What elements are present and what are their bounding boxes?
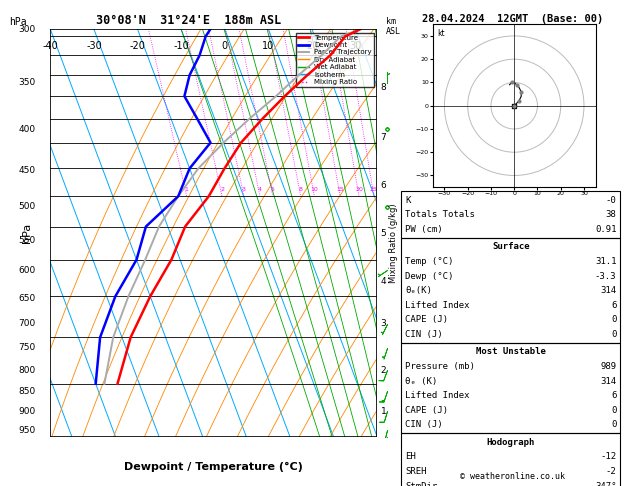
Text: 314: 314 xyxy=(600,286,616,295)
Text: 950: 950 xyxy=(18,426,36,434)
Text: 2: 2 xyxy=(220,187,224,192)
Text: km
ASL: km ASL xyxy=(386,17,401,36)
Text: -30: -30 xyxy=(86,41,102,52)
Text: 5: 5 xyxy=(271,187,275,192)
Text: 750: 750 xyxy=(18,344,36,352)
Text: Surface: Surface xyxy=(492,243,530,251)
Text: hPa: hPa xyxy=(23,223,33,243)
Text: 600: 600 xyxy=(18,266,36,275)
Text: 0: 0 xyxy=(221,41,228,52)
Text: 550: 550 xyxy=(18,236,36,244)
Text: 3: 3 xyxy=(242,187,246,192)
Text: CIN (J): CIN (J) xyxy=(405,330,443,339)
Text: K: K xyxy=(405,196,411,205)
Text: 0: 0 xyxy=(611,406,616,415)
Text: 450: 450 xyxy=(18,166,36,174)
Text: hPa: hPa xyxy=(9,17,27,27)
Text: Mixing Ratio (g/kg): Mixing Ratio (g/kg) xyxy=(389,203,398,283)
Text: 0: 0 xyxy=(611,315,616,324)
Text: Lifted Index: Lifted Index xyxy=(405,301,470,310)
Text: 5: 5 xyxy=(381,229,386,238)
Text: 800: 800 xyxy=(18,366,36,375)
Text: 500: 500 xyxy=(18,202,36,211)
Text: 15: 15 xyxy=(337,187,344,192)
Text: 400: 400 xyxy=(18,125,36,134)
Text: 10: 10 xyxy=(311,187,318,192)
Text: 10: 10 xyxy=(262,41,274,52)
Text: 0: 0 xyxy=(611,420,616,429)
Text: CAPE (J): CAPE (J) xyxy=(405,406,448,415)
Text: Dewpoint / Temperature (°C): Dewpoint / Temperature (°C) xyxy=(125,462,303,472)
Text: 900: 900 xyxy=(18,407,36,416)
Text: 4: 4 xyxy=(381,277,386,286)
Text: StmDir: StmDir xyxy=(405,482,437,486)
Text: -40: -40 xyxy=(42,41,58,52)
Text: 3: 3 xyxy=(381,319,386,329)
Text: -12: -12 xyxy=(600,452,616,461)
Text: Lifted Index: Lifted Index xyxy=(405,391,470,400)
Text: Hodograph: Hodograph xyxy=(487,438,535,447)
Text: 314: 314 xyxy=(600,377,616,385)
Text: 347°: 347° xyxy=(595,482,616,486)
Text: -0: -0 xyxy=(606,196,616,205)
Text: PW (cm): PW (cm) xyxy=(405,225,443,234)
Legend: Temperature, Dewpoint, Parcel Trajectory, Dry Adiabat, Wet Adiabat, Isotherm, Mi: Temperature, Dewpoint, Parcel Trajectory… xyxy=(296,33,374,87)
Text: 989: 989 xyxy=(600,362,616,371)
Text: 2: 2 xyxy=(381,366,386,375)
Text: 8: 8 xyxy=(299,187,303,192)
Text: 0: 0 xyxy=(611,330,616,339)
Text: Temp (°C): Temp (°C) xyxy=(405,257,454,266)
Text: 1: 1 xyxy=(185,187,189,192)
Text: CAPE (J): CAPE (J) xyxy=(405,315,448,324)
Text: -20: -20 xyxy=(130,41,145,52)
Text: -10: -10 xyxy=(173,41,189,52)
Text: 300: 300 xyxy=(18,25,36,34)
Text: © weatheronline.co.uk: © weatheronline.co.uk xyxy=(460,472,565,481)
Text: 20: 20 xyxy=(355,187,363,192)
Text: 7: 7 xyxy=(381,133,386,142)
Text: 6: 6 xyxy=(611,391,616,400)
Text: 20: 20 xyxy=(306,41,318,52)
Text: 650: 650 xyxy=(18,294,36,303)
Text: -3.3: -3.3 xyxy=(595,272,616,280)
Text: 6: 6 xyxy=(381,181,386,190)
Text: 6: 6 xyxy=(611,301,616,310)
Text: θₑ (K): θₑ (K) xyxy=(405,377,437,385)
Text: SREH: SREH xyxy=(405,467,426,476)
Text: 31.1: 31.1 xyxy=(595,257,616,266)
Text: 38: 38 xyxy=(606,210,616,219)
Text: Pressure (mb): Pressure (mb) xyxy=(405,362,475,371)
Text: 30°08'N  31°24'E  188m ASL: 30°08'N 31°24'E 188m ASL xyxy=(96,14,281,27)
Text: Totals Totals: Totals Totals xyxy=(405,210,475,219)
Text: 350: 350 xyxy=(18,78,36,87)
Text: 1: 1 xyxy=(381,407,386,416)
Text: CIN (J): CIN (J) xyxy=(405,420,443,429)
Text: 4: 4 xyxy=(258,187,262,192)
Text: 700: 700 xyxy=(18,319,36,329)
Text: 30: 30 xyxy=(350,41,362,52)
Text: 850: 850 xyxy=(18,387,36,396)
Text: EH: EH xyxy=(405,452,416,461)
Text: 0.91: 0.91 xyxy=(595,225,616,234)
Text: 25: 25 xyxy=(370,187,378,192)
Text: -2: -2 xyxy=(606,467,616,476)
Text: 8: 8 xyxy=(381,83,386,92)
Text: Dewp (°C): Dewp (°C) xyxy=(405,272,454,280)
Text: 28.04.2024  12GMT  (Base: 00): 28.04.2024 12GMT (Base: 00) xyxy=(422,14,603,24)
Text: Most Unstable: Most Unstable xyxy=(476,347,546,356)
Text: θₑ(K): θₑ(K) xyxy=(405,286,432,295)
Text: kt: kt xyxy=(437,29,445,38)
